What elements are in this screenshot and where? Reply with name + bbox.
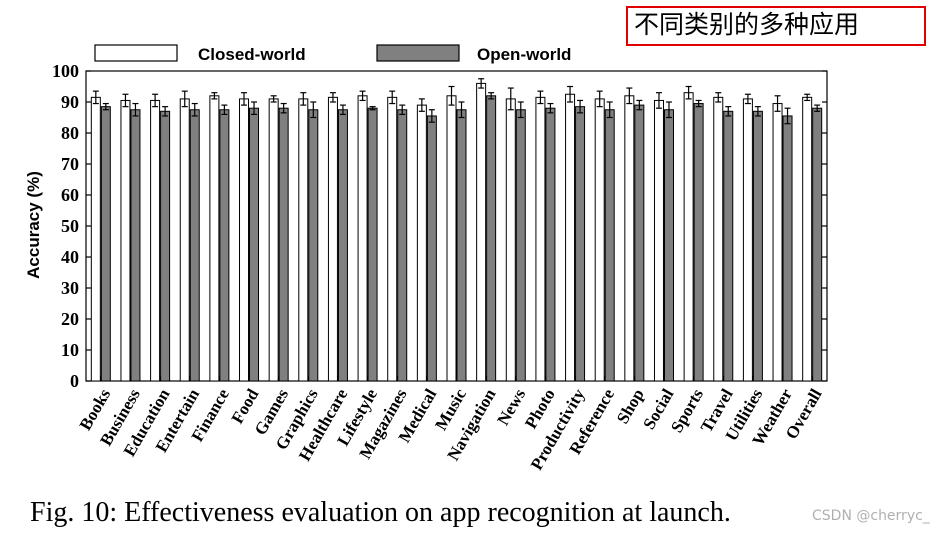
y-tick-label: 60 <box>61 185 79 205</box>
bar-closed-world-books <box>90 96 101 382</box>
bar-closed-world-food <box>239 98 250 382</box>
y-tick-label: 90 <box>61 92 79 112</box>
annotation-box: 不同类别的多种应用 <box>626 6 926 46</box>
bar-open-world-healthcare <box>337 109 348 382</box>
bar-closed-world-sports <box>683 92 694 382</box>
y-tick-label: 0 <box>70 371 79 391</box>
bar-open-world-shop <box>634 104 645 382</box>
bar-closed-world-graphics <box>298 98 309 382</box>
legend-swatch-open-world <box>376 44 460 62</box>
bar-closed-world-productivity <box>565 93 576 382</box>
bar-open-world-weather <box>782 115 793 382</box>
bar-closed-world-lifestyle <box>357 95 368 382</box>
bar-open-world-finance <box>219 109 230 382</box>
bar-open-world-books <box>100 106 111 382</box>
bar-open-world-magazines <box>397 109 408 382</box>
bar-open-world-games <box>278 107 289 382</box>
bar-closed-world-business <box>120 99 131 382</box>
bar-open-world-graphics <box>308 109 319 382</box>
bar-closed-world-entertain <box>179 98 190 382</box>
legend-label-closed-world: Closed-world <box>198 45 306 64</box>
bar-open-world-overall <box>812 107 823 382</box>
bar-closed-world-magazines <box>387 96 398 382</box>
figure-caption: Fig. 10: Effectiveness evaluation on app… <box>30 497 731 528</box>
bar-closed-world-shop <box>624 95 635 382</box>
bar-open-world-news <box>515 109 526 382</box>
bar-open-world-navigation <box>486 95 497 382</box>
y-tick-label: 30 <box>61 278 79 298</box>
watermark: CSDN @cherryc_ <box>812 508 930 524</box>
bar-open-world-medical <box>426 115 437 382</box>
legend: Closed-world Open-world <box>94 44 571 64</box>
bar-open-world-travel <box>723 110 734 382</box>
y-axis-label: Accuracy (%) <box>24 171 43 279</box>
bar-open-world-social <box>663 109 674 382</box>
legend-swatch-closed-world <box>94 44 178 62</box>
bar-open-world-food <box>249 107 260 382</box>
bar-closed-world-news <box>505 98 516 382</box>
bar-closed-world-social <box>653 99 664 382</box>
y-tick-label: 80 <box>61 123 79 143</box>
legend-label-open-world: Open-world <box>477 45 571 64</box>
bar-open-world-sports <box>693 103 704 382</box>
y-tick-label: 10 <box>61 340 79 360</box>
bar-open-world-photo <box>545 107 556 382</box>
bar-open-world-reference <box>604 109 615 382</box>
bar-closed-world-utilities <box>742 98 753 382</box>
bar-open-world-lifestyle <box>367 107 378 382</box>
bar-closed-world-medical <box>416 104 427 382</box>
bar-closed-world-music <box>446 95 457 382</box>
plot-area: 0102030405060708090100BooksBusinessEduca… <box>52 61 828 473</box>
bar-closed-world-finance <box>209 95 220 382</box>
bar-open-world-utilities <box>752 110 763 382</box>
y-tick-label: 50 <box>61 216 79 236</box>
y-tick-label: 100 <box>52 61 79 81</box>
bar-closed-world-education <box>150 99 161 382</box>
bar-open-world-entertain <box>189 109 200 382</box>
y-tick-label: 70 <box>61 154 79 174</box>
bar-closed-world-photo <box>535 96 546 382</box>
bar-closed-world-navigation <box>476 82 487 382</box>
bar-open-world-music <box>456 109 467 382</box>
bar-open-world-productivity <box>575 106 586 382</box>
bar-open-world-education <box>160 110 171 382</box>
bar-closed-world-travel <box>713 96 724 382</box>
bar-closed-world-weather <box>772 103 783 382</box>
bar-closed-world-reference <box>594 98 605 382</box>
bar-closed-world-overall <box>802 96 813 382</box>
y-tick-label: 20 <box>61 309 79 329</box>
bar-closed-world-healthcare <box>327 96 338 382</box>
y-tick-label: 40 <box>61 247 79 267</box>
bar-open-world-business <box>130 109 141 382</box>
bar-closed-world-games <box>268 98 279 382</box>
